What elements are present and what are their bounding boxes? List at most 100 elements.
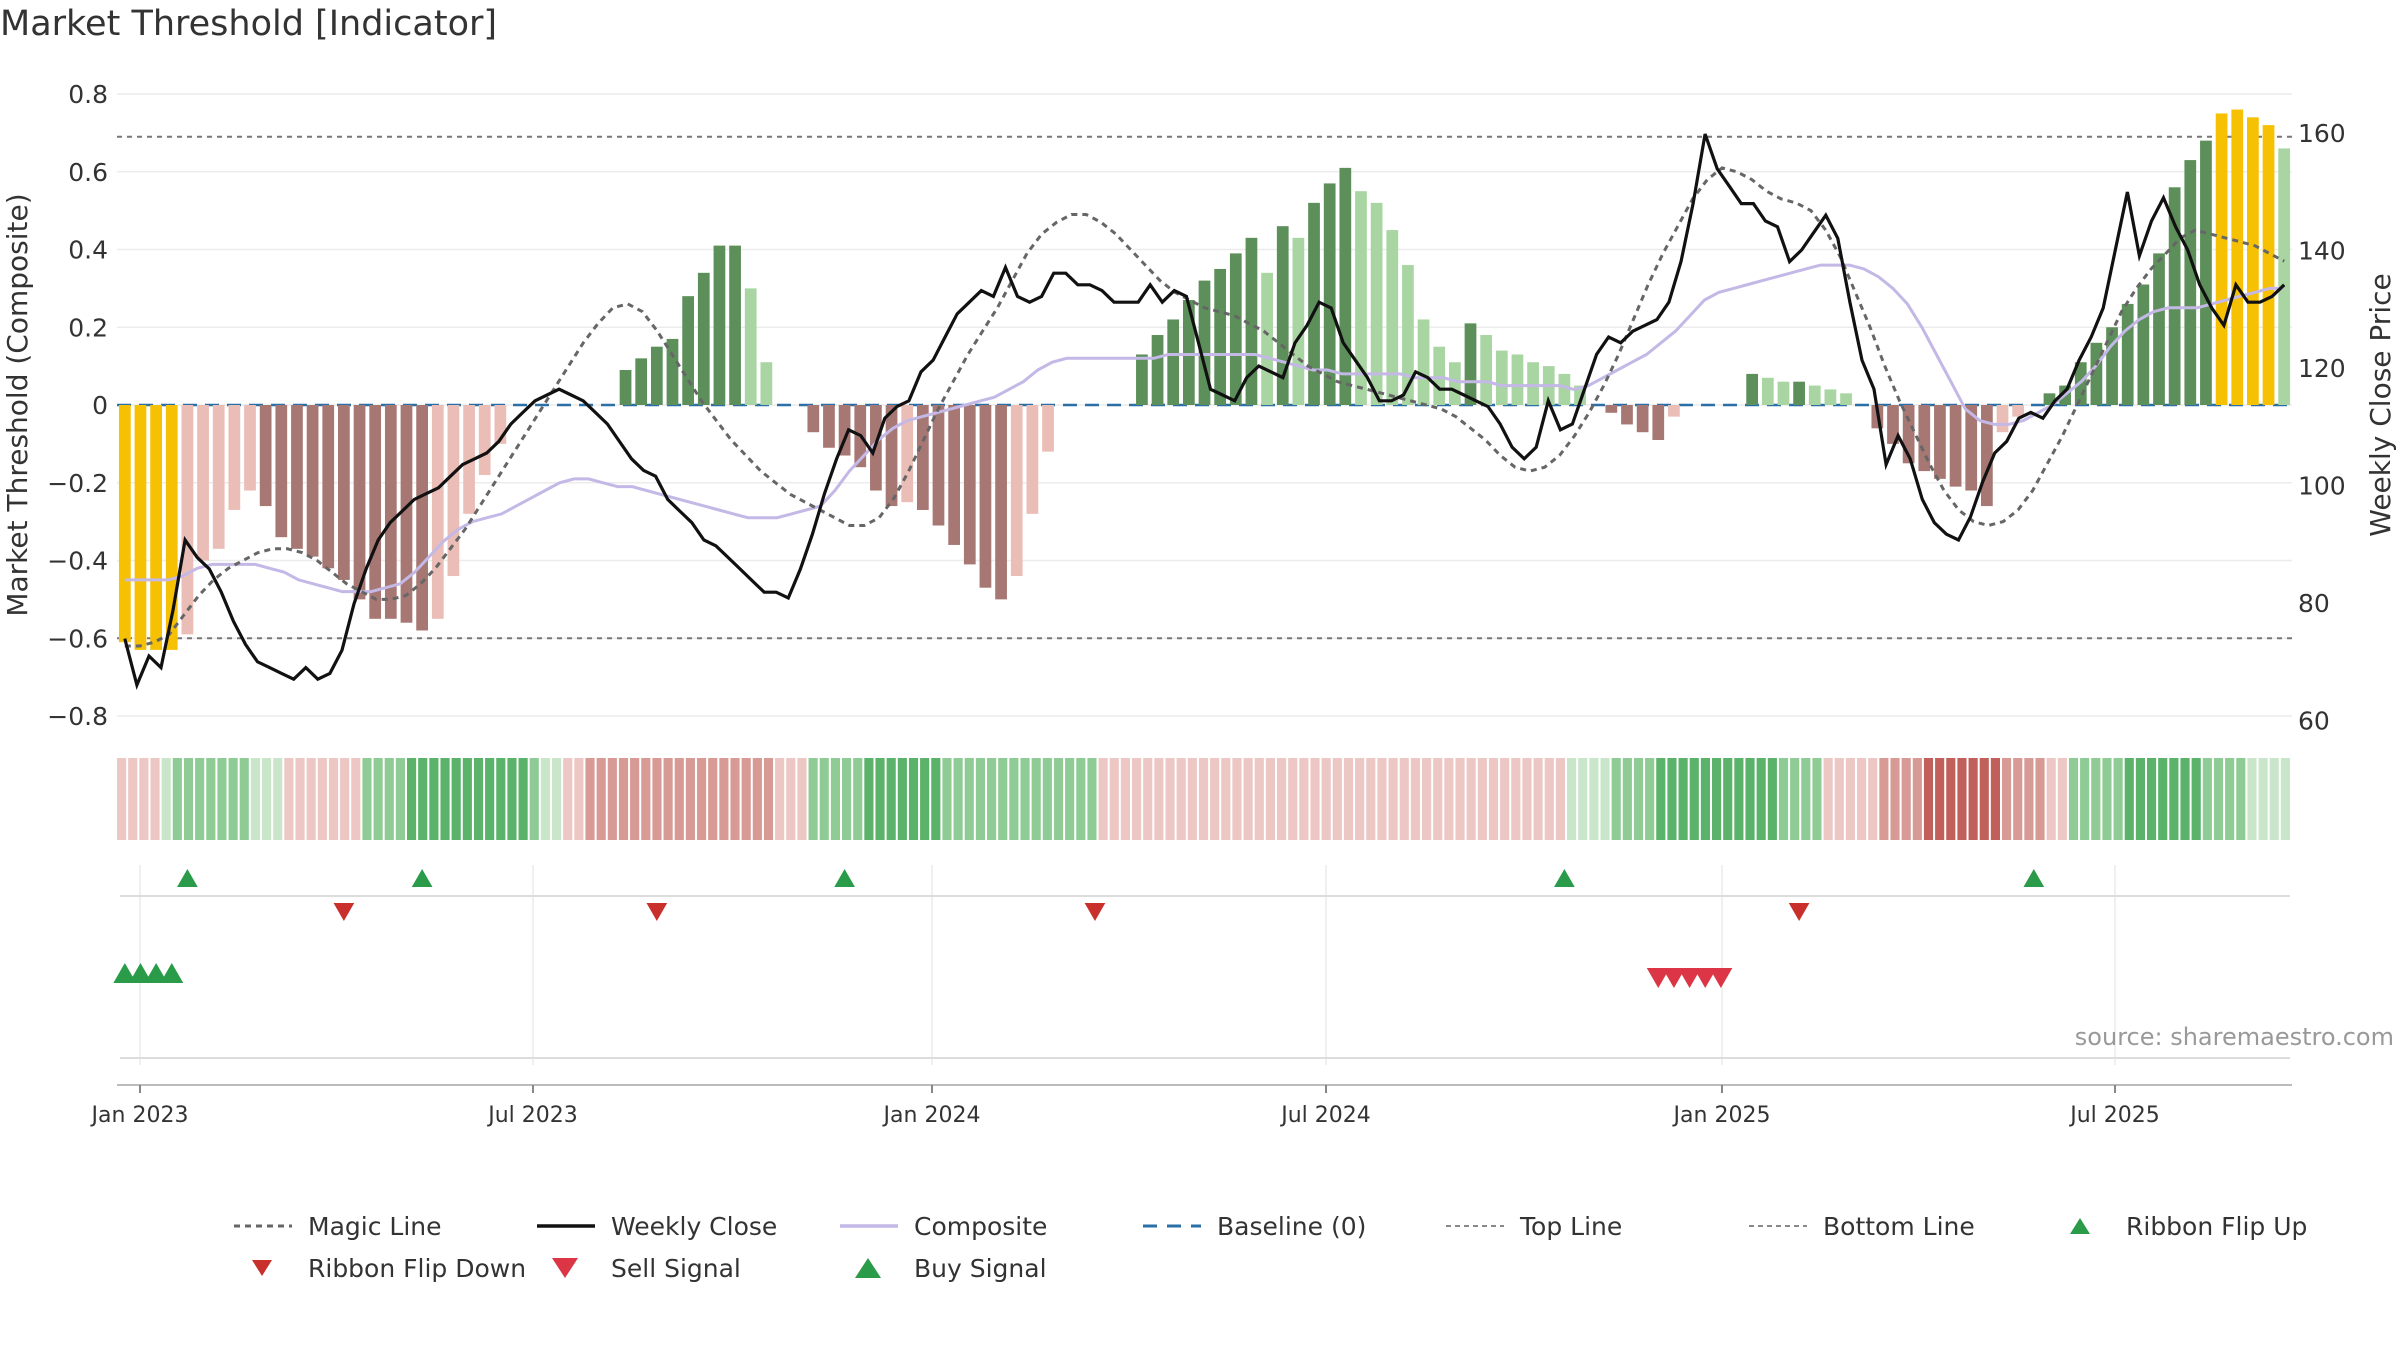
ribbon-cell	[284, 758, 294, 840]
y-left-tick-label: −0.4	[47, 547, 108, 576]
ribbon-cell	[1678, 758, 1688, 840]
composite-bar	[1605, 405, 1618, 413]
composite-bar	[697, 272, 710, 405]
composite-bar	[948, 405, 961, 545]
composite-bar	[1042, 405, 1054, 452]
sell-signal-marker	[1662, 968, 1686, 988]
ribbon-cell	[395, 758, 405, 840]
composite-bar	[807, 405, 820, 433]
ribbon-cell	[842, 758, 852, 840]
ribbon-cell	[139, 758, 149, 840]
ribbon-cell	[507, 758, 517, 840]
ribbon-cell	[2057, 758, 2067, 840]
ribbon-cell	[1310, 758, 1320, 840]
y-left-tick-label: 0.4	[68, 236, 108, 265]
composite-bar	[2153, 253, 2165, 405]
composite-bar	[760, 362, 773, 405]
ribbon-cell	[195, 758, 205, 840]
ribbon-cell	[1890, 758, 1900, 840]
composite-bar	[447, 405, 460, 577]
ribbon-cell	[618, 758, 629, 840]
composite-bars	[118, 109, 2291, 650]
ribbon-cell	[429, 758, 439, 840]
ribbon-cell	[1277, 758, 1287, 840]
composite-line	[124, 263, 2285, 594]
sell-signal-marker	[1693, 968, 1717, 988]
ribbon-cell	[473, 758, 484, 840]
composite-bar	[1448, 362, 1461, 405]
composite-bar	[729, 245, 741, 405]
ribbon-cell	[1065, 758, 1075, 840]
ribbon-cell	[540, 758, 550, 840]
sell-signal-marker	[1678, 968, 1702, 988]
ribbon-cell	[1823, 758, 1833, 840]
x-tick-label: Jan 2023	[90, 1103, 189, 1128]
composite-bar	[228, 405, 241, 510]
x-tick-label: Jan 2025	[1672, 1103, 1771, 1128]
ribbon-cell	[1433, 758, 1443, 840]
ribbon-cell	[362, 758, 372, 840]
ribbon-cell	[306, 758, 316, 840]
ribbon-cell	[2068, 758, 2079, 840]
composite-bar	[338, 405, 350, 580]
ribbon-cell	[1544, 758, 1554, 840]
y-right-tick-label: 140	[2298, 237, 2346, 266]
ribbon-cell	[317, 758, 327, 840]
composite-bar	[1026, 405, 1039, 514]
ribbon-cell	[1444, 758, 1454, 840]
ribbon-cell	[1622, 758, 1632, 840]
composite-bar	[1574, 385, 1586, 405]
ribbon-cell	[1957, 758, 1967, 840]
ribbon-cell	[1723, 758, 1733, 840]
ribbon-cell	[1990, 758, 2000, 840]
composite-bar	[1558, 373, 1571, 405]
ribbon-cell	[942, 758, 952, 840]
buy-signal-marker	[113, 963, 137, 983]
ribbon-cell	[1143, 758, 1153, 840]
ribbon-cell	[1935, 758, 1945, 840]
legend-swatch	[1143, 1224, 1201, 1228]
ribbon-cell	[741, 758, 751, 840]
composite-bar	[1214, 268, 1227, 405]
ribbon-cell	[607, 758, 617, 840]
ribbon-cell	[1210, 758, 1220, 840]
composite-bar	[1261, 272, 1273, 405]
composite-bar	[650, 346, 663, 405]
legend-item-composite: Composite	[836, 1210, 1139, 1242]
ribbon-cell	[351, 758, 361, 840]
ribbon-cell	[663, 758, 673, 840]
ribbon-cell	[886, 758, 896, 840]
ribbon-cell	[451, 758, 461, 840]
composite-bar	[259, 405, 272, 507]
y-left-tick-label: 0.2	[68, 313, 108, 342]
ribbon-cell	[1578, 758, 1588, 840]
ribbon-cell	[440, 758, 450, 840]
ribbon-cell	[2046, 758, 2056, 840]
ribbon-cell	[1377, 758, 1387, 840]
composite-bar	[1355, 191, 1367, 405]
legend-swatch	[1749, 1225, 1807, 1227]
ribbon-cell	[596, 758, 606, 840]
composite-bar	[322, 405, 335, 569]
ribbon-cell	[1834, 758, 1844, 840]
ribbon-flip-up-marker	[1554, 869, 1575, 887]
ribbon-cell	[652, 758, 662, 840]
ribbon-cell	[1187, 758, 1197, 840]
composite-bar	[1887, 405, 1899, 444]
composite-bar	[275, 405, 288, 538]
x-tick-label: Jul 2025	[2068, 1103, 2160, 1128]
ribbon-cell	[1801, 758, 1811, 840]
composite-bar	[1981, 405, 1993, 507]
ribbon-cell	[685, 758, 695, 840]
y-right-tick-label: 80	[2298, 589, 2330, 618]
ribbon-cell	[1567, 758, 1577, 840]
legend: Magic Line Weekly Close Composite Baseline …	[230, 1210, 2350, 1284]
composite-bar	[1292, 237, 1305, 405]
ribbon-cell	[128, 758, 138, 840]
ribbon-cell	[2035, 758, 2045, 840]
composite-bar	[134, 405, 147, 650]
legend-label: Ribbon Flip Down	[308, 1253, 527, 1283]
ribbon-cell	[2080, 758, 2090, 840]
ribbon-cell	[384, 758, 394, 840]
ribbon-cell	[2213, 758, 2224, 840]
